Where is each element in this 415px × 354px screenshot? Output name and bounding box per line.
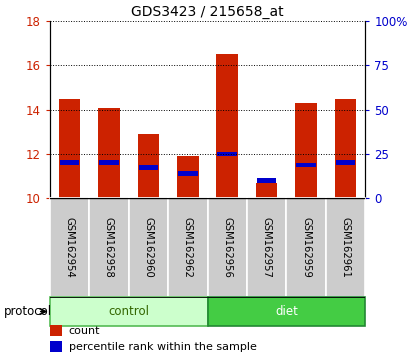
Text: protocol: protocol <box>4 305 52 318</box>
Bar <box>286 198 326 297</box>
Text: diet: diet <box>275 305 298 318</box>
Bar <box>296 162 316 167</box>
Text: count: count <box>69 326 100 336</box>
Bar <box>50 341 62 353</box>
Bar <box>89 198 129 297</box>
Bar <box>50 325 62 336</box>
Text: percentile rank within the sample: percentile rank within the sample <box>69 342 256 352</box>
Bar <box>59 99 81 198</box>
Bar <box>295 103 317 198</box>
Title: GDS3423 / 215658_at: GDS3423 / 215658_at <box>131 5 284 19</box>
Bar <box>50 297 208 326</box>
Bar <box>334 99 356 198</box>
Text: control: control <box>108 305 149 318</box>
Bar <box>336 160 355 165</box>
Bar <box>257 178 276 183</box>
Text: GSM162962: GSM162962 <box>183 217 193 278</box>
Text: GSM162961: GSM162961 <box>340 217 351 278</box>
Bar <box>216 55 238 198</box>
Bar <box>256 183 278 198</box>
Text: GSM162957: GSM162957 <box>261 217 272 278</box>
Text: GSM162959: GSM162959 <box>301 217 311 278</box>
Bar <box>168 198 208 297</box>
Bar <box>326 198 365 297</box>
Bar <box>217 152 237 156</box>
Bar <box>208 198 247 297</box>
Bar <box>178 171 198 176</box>
Bar <box>98 108 120 198</box>
Bar <box>208 297 365 326</box>
Text: GSM162960: GSM162960 <box>143 217 154 278</box>
Bar <box>50 198 89 297</box>
Bar <box>247 198 286 297</box>
Bar <box>99 160 119 165</box>
Bar <box>137 134 159 198</box>
Bar <box>177 156 199 198</box>
Bar <box>60 160 79 165</box>
Bar <box>139 165 158 170</box>
Text: GSM162956: GSM162956 <box>222 217 232 278</box>
Text: GSM162958: GSM162958 <box>104 217 114 278</box>
Text: GSM162954: GSM162954 <box>64 217 75 278</box>
Bar <box>129 198 168 297</box>
